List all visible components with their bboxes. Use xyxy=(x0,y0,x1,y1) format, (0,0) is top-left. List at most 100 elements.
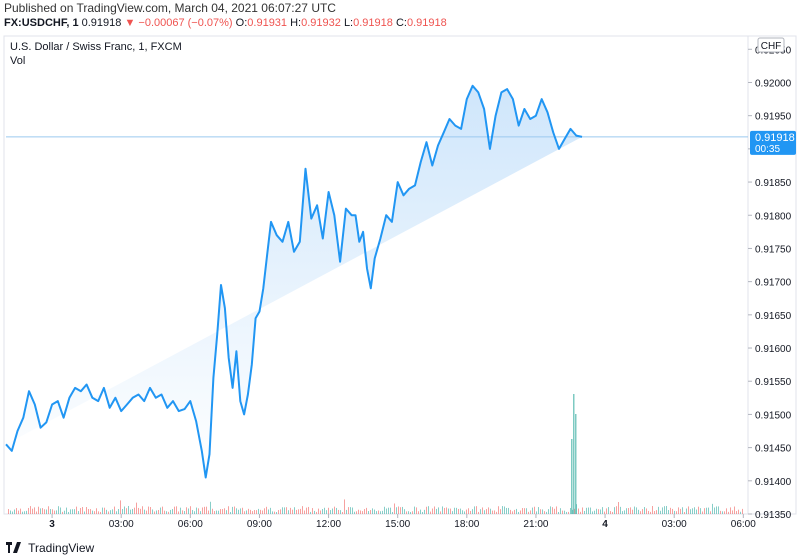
volume-bar xyxy=(390,507,391,514)
volume-bar xyxy=(716,506,717,514)
volume-bar xyxy=(376,511,377,514)
volume-bar xyxy=(94,511,95,514)
volume-bar xyxy=(206,506,207,514)
volume-bar xyxy=(350,507,351,514)
volume-bar xyxy=(356,511,357,514)
volume-bar xyxy=(290,507,291,514)
volume-bar xyxy=(48,506,49,514)
volume-bar xyxy=(186,507,187,514)
volume-indicator-label: Vol xyxy=(10,55,25,67)
brand[interactable]: TradingView xyxy=(6,541,94,555)
volume-bar xyxy=(520,510,521,514)
volume-bar xyxy=(132,508,133,514)
volume-bar xyxy=(82,507,83,514)
volume-bar xyxy=(442,506,443,514)
volume-bar xyxy=(448,508,449,514)
volume-bar xyxy=(642,509,643,514)
volume-bar xyxy=(138,507,139,514)
low-value: 0.91918 xyxy=(353,17,393,29)
volume-bar xyxy=(76,506,77,514)
volume-bar xyxy=(588,507,589,514)
volume-bar xyxy=(396,507,397,514)
price-axis-label: 0.91400 xyxy=(755,477,792,488)
volume-bar xyxy=(224,508,225,514)
volume-bar xyxy=(14,509,15,514)
volume-bar xyxy=(664,506,665,514)
volume-bar xyxy=(596,508,597,514)
volume-bar xyxy=(142,506,143,514)
volume-bar xyxy=(432,508,433,514)
volume-bar xyxy=(182,510,183,514)
volume-bar xyxy=(252,511,253,514)
volume-bar xyxy=(686,508,687,514)
volume-bar xyxy=(620,506,621,514)
volume-bar xyxy=(282,507,283,514)
volume-bar xyxy=(570,507,571,514)
volume-bar xyxy=(446,507,447,514)
time-axis-label: 03:00 xyxy=(109,519,134,530)
volume-bar xyxy=(296,509,297,514)
volume-bar xyxy=(668,510,669,514)
open-label: O: xyxy=(235,17,248,29)
volume-bar xyxy=(380,511,381,514)
open-value: 0.91931 xyxy=(247,17,288,29)
volume-bar xyxy=(418,511,419,514)
price-chart[interactable]: 0.920500.920000.919500.919000.918500.918… xyxy=(0,0,800,538)
volume-bar xyxy=(136,502,137,514)
volume-bar xyxy=(410,511,411,514)
volume-bar xyxy=(504,506,505,514)
volume-bar xyxy=(324,507,325,514)
volume-bar xyxy=(674,510,675,514)
volume-bar xyxy=(362,511,363,514)
price-axis-label: 0.91350 xyxy=(755,510,792,521)
volume-bar xyxy=(284,507,285,514)
currency-badge: CHF xyxy=(757,37,785,53)
volume-bar xyxy=(116,511,117,514)
volume-bar xyxy=(200,511,201,514)
volume-bar xyxy=(696,509,697,514)
volume-bar xyxy=(482,507,483,514)
volume-bar xyxy=(194,511,195,514)
volume-bar xyxy=(340,510,341,514)
volume-bar xyxy=(100,511,101,514)
volume-bar xyxy=(408,511,409,514)
price-axis-label: 0.91500 xyxy=(755,410,792,421)
volume-bar xyxy=(40,508,41,514)
volume-bar xyxy=(678,507,679,514)
volume-bar xyxy=(566,511,567,514)
volume-bar xyxy=(144,509,145,514)
volume-bar xyxy=(52,509,53,514)
volume-bar xyxy=(610,511,611,514)
volume-bar xyxy=(436,508,437,514)
volume-bar xyxy=(26,510,27,514)
price-axis-label: 0.91550 xyxy=(755,377,792,388)
volume-bar xyxy=(280,509,281,514)
time-axis-label: 12:00 xyxy=(316,519,341,530)
volume-bar xyxy=(708,507,709,514)
volume-bar xyxy=(334,506,335,514)
volume-bar xyxy=(672,508,673,514)
volume-bar xyxy=(222,509,223,514)
volume-bar xyxy=(632,509,633,514)
volume-bar xyxy=(358,509,359,514)
volume-bar xyxy=(230,511,231,514)
volume-bar xyxy=(88,509,89,514)
volume-bar xyxy=(46,509,47,514)
time-axis-label: 03:00 xyxy=(662,519,687,530)
volume-bar xyxy=(704,508,705,514)
volume-bar xyxy=(288,510,289,514)
volume-bar xyxy=(204,506,205,514)
volume-bar xyxy=(370,510,371,514)
volume-bar xyxy=(662,507,663,514)
volume-bar xyxy=(212,508,213,514)
volume-bar xyxy=(294,507,295,514)
volume-bar xyxy=(260,509,261,514)
volume-bar xyxy=(428,506,429,514)
volume-bar xyxy=(612,511,613,514)
volume-bar xyxy=(266,506,267,514)
volume-bar xyxy=(102,507,103,514)
last-price-tag: 0.91918 00:35 xyxy=(750,130,796,155)
volume-bar xyxy=(16,508,17,514)
volume-bar xyxy=(342,511,343,514)
volume-bar xyxy=(246,510,247,514)
